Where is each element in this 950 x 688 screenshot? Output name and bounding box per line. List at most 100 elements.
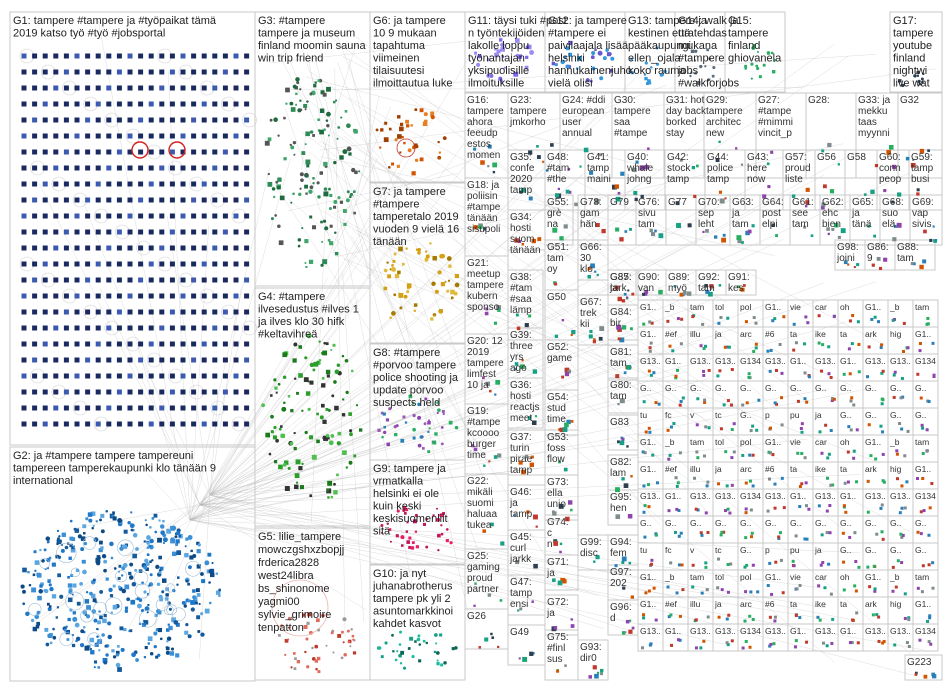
g1-node [106,229,112,235]
tiny-group-node [880,503,884,507]
group-label-g91: G91: [728,272,750,283]
tiny-group-node [827,452,831,456]
tiny-group-node [647,589,651,593]
tiny-group-label: illu [690,599,701,609]
g3-node [323,161,328,167]
small-group-node [497,308,501,312]
g4-node [319,415,324,420]
group-label-g9: kuin keski [373,501,421,513]
tiny-group-node [724,450,728,454]
g1-node [106,85,112,91]
g1-node [106,101,112,107]
g3-node [299,88,302,91]
tiny-group-node [726,563,730,567]
tiny-group-node [873,589,877,593]
g3-node [319,108,325,114]
g1-node [32,213,38,219]
g2-node [98,540,103,545]
g1-node [74,53,80,59]
tiny-group-node [873,587,877,591]
g1-node [159,421,165,427]
edge [147,473,191,521]
g1-node [63,101,69,107]
tiny-group-node [777,535,781,539]
g1-node [169,133,175,139]
g2-node-ring [105,597,123,615]
edge [98,21,191,521]
g2-node [75,639,78,643]
tiny-group-node [800,451,804,455]
g3-node [317,79,321,82]
tiny-group-node [906,346,910,350]
group-label-g24: european [562,106,604,117]
g1-node [53,69,59,75]
group-label-g34: hosti [510,223,531,234]
group-box-g54 [544,389,579,436]
g4-node [299,485,305,490]
tiny-group-label: _b [664,302,675,312]
small-group-node [633,190,638,195]
g2-node [56,542,59,546]
tiny-group-label: tol [715,302,724,312]
group-label-g71: G71: [547,557,569,568]
g3-node [313,84,317,88]
tiny-group-node [817,504,821,508]
g1-node [85,245,91,251]
g3-node [309,185,314,190]
g2-node [123,529,128,534]
g1-node [180,245,186,251]
g5-node [306,621,310,625]
g1-node [222,357,228,363]
group-label-g3: tampere ja museum [258,28,355,40]
g1-node [116,293,122,299]
tiny-group-node [675,507,679,511]
g2-node [103,660,108,665]
g2-node [120,647,125,652]
edge [199,504,327,517]
tiny-group-node [900,376,904,380]
g10-node [398,643,402,646]
g1-node [212,373,218,379]
group-label-g25: G25: [467,551,489,562]
g1-node [106,245,112,251]
g12-node [577,55,583,61]
group-label-g53: foss [547,443,565,454]
g2-node [190,600,195,605]
g6-node [379,146,382,149]
g4-node [287,466,291,470]
tiny-group-node [842,504,846,508]
g3-node [349,195,352,198]
g2-node [28,583,32,587]
tiny-group-node [798,505,802,509]
g10-node [433,650,437,654]
g3-node [323,187,328,191]
small-group-node [867,224,871,228]
g3-node [310,90,316,96]
edge [199,241,366,506]
group-label-g10: kahdet kasvot [373,618,441,630]
group-label-g60: G60: [879,152,901,163]
g2-node [204,608,210,614]
edge [209,147,410,496]
small-group-node [715,158,720,163]
group-label-g69: sivis [912,219,931,230]
group-label-g70: G70: [698,197,720,208]
g12-node [575,67,579,70]
g1-node [212,325,218,331]
g15-node [756,50,759,53]
g15-node [755,64,759,68]
tiny-group-label: G13.. [815,356,836,366]
g1-node [127,325,133,331]
small-group-node [565,516,570,522]
small-group-node [594,270,597,273]
g6-node [397,115,401,119]
g1-node [63,117,69,123]
g5-node [346,629,350,633]
group-label-g85: ja [609,283,618,294]
group-label-g8: #porvoo tampere [373,360,456,372]
g2-node [204,560,210,566]
g5-node [311,657,316,661]
g8-node [404,421,408,424]
g1-node [233,165,239,171]
g7-node [403,294,408,299]
